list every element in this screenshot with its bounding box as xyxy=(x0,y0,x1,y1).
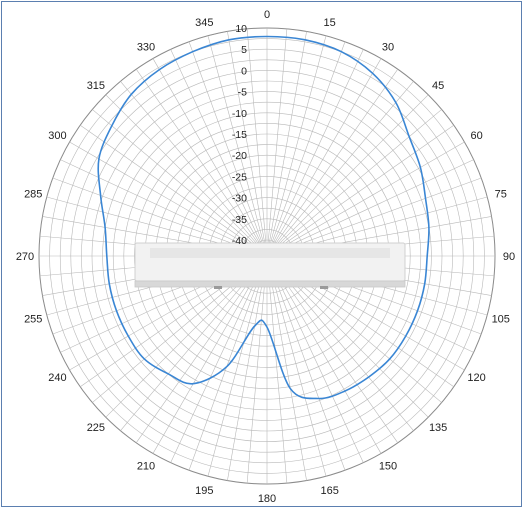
radial-tick-label: -35 xyxy=(232,214,247,226)
antenna-foot-left xyxy=(214,286,222,289)
angular-grid-line xyxy=(266,159,474,257)
angular-grid-line xyxy=(266,69,399,257)
angle-tick-label: 90 xyxy=(503,251,515,263)
angular-grid-line xyxy=(152,58,268,257)
angular-grid-line xyxy=(227,31,268,257)
angle-tick-label: 105 xyxy=(492,314,510,326)
angle-tick-label: 180 xyxy=(258,493,276,505)
angle-tick-label: 15 xyxy=(324,17,336,29)
angular-grid-line xyxy=(227,255,268,481)
radial-tick-label: -40 xyxy=(232,235,247,247)
angle-tick-label: 75 xyxy=(495,188,507,200)
angle-tick-label: 120 xyxy=(467,372,485,384)
angular-grid-line xyxy=(170,255,268,463)
angular-grid-line xyxy=(266,255,307,481)
angular-grid-line xyxy=(266,28,288,257)
radial-tick-label: -15 xyxy=(232,129,247,141)
angular-grid-line xyxy=(120,81,268,257)
angular-grid-line xyxy=(266,255,327,477)
angle-tick-label: 270 xyxy=(16,251,34,263)
angular-grid-line xyxy=(60,159,268,257)
angular-grid-line xyxy=(80,124,268,257)
angular-grid-line xyxy=(266,49,364,257)
angular-grid-line xyxy=(135,69,268,257)
angular-grid-line xyxy=(92,109,268,257)
angle-tick-label: 135 xyxy=(429,422,447,434)
angle-tick-label: 30 xyxy=(382,41,394,53)
angular-grid-line xyxy=(266,41,346,257)
radial-tick-label: -5 xyxy=(238,87,247,99)
angular-grid-line xyxy=(188,41,268,257)
angle-tick-label: 60 xyxy=(470,130,482,142)
radial-tick-label: 10 xyxy=(235,23,247,35)
angle-tick-label: 330 xyxy=(137,41,155,53)
radial-tick-label: -10 xyxy=(232,108,247,120)
antenna-base xyxy=(134,280,406,288)
angle-tick-label: 315 xyxy=(87,80,105,92)
angular-grid-line xyxy=(266,109,442,257)
angular-grid-line xyxy=(266,31,307,257)
angular-grid-line xyxy=(266,255,364,463)
angular-grid-line xyxy=(266,81,414,257)
radial-tick-label: -25 xyxy=(232,171,247,183)
angular-grid-line xyxy=(266,124,454,257)
angular-grid-line xyxy=(105,94,268,257)
radial-tick-label: 0 xyxy=(241,65,247,77)
angular-grid-line xyxy=(266,141,465,257)
radial-tick-label: -30 xyxy=(232,193,247,205)
angle-tick-label: 255 xyxy=(24,314,42,326)
angular-grid-line xyxy=(207,255,268,477)
angle-tick-label: 300 xyxy=(48,130,66,142)
antenna-body-highlight xyxy=(150,248,390,258)
angle-tick-label: 210 xyxy=(137,461,155,473)
angular-grid-line xyxy=(266,58,382,257)
angle-tick-label: 0 xyxy=(264,9,270,21)
radial-tick-label: 5 xyxy=(241,44,247,56)
angle-tick-label: 345 xyxy=(195,17,213,29)
series-line xyxy=(97,35,430,400)
angle-tick-label: 45 xyxy=(432,80,444,92)
angular-grid-line xyxy=(266,255,288,484)
angular-grid-line xyxy=(207,35,268,257)
antenna-foot-right xyxy=(320,286,328,289)
angular-grid-line xyxy=(69,141,268,257)
angle-tick-label: 225 xyxy=(87,422,105,434)
angle-tick-label: 195 xyxy=(195,485,213,497)
angular-grid-line xyxy=(170,49,268,257)
angular-grid-line xyxy=(266,94,429,257)
angle-tick-label: 150 xyxy=(379,461,397,473)
angular-grid-line xyxy=(266,255,346,471)
angle-tick-label: 285 xyxy=(24,188,42,200)
angular-grid-line xyxy=(266,255,382,454)
angular-grid-line xyxy=(152,255,268,454)
angular-grid-line xyxy=(266,35,327,257)
angular-grid-line xyxy=(246,255,268,484)
radial-tick-label: -20 xyxy=(232,150,247,162)
angle-tick-label: 165 xyxy=(320,485,338,497)
angle-tick-label: 240 xyxy=(48,372,66,384)
angular-grid-line xyxy=(188,255,268,471)
angular-grid-line xyxy=(246,28,268,257)
